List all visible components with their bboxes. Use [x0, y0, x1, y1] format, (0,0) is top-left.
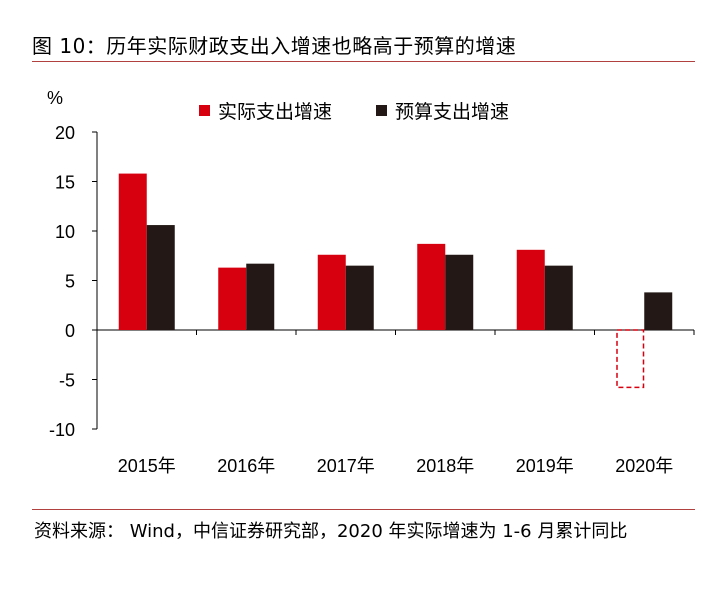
- legend-label: 预算支出增速: [395, 101, 509, 123]
- x-tick-label: 2015年: [118, 456, 176, 476]
- y-tick-label: -5: [59, 371, 75, 391]
- legend-swatch: [376, 105, 387, 116]
- budget-growth-bar: [445, 254, 474, 330]
- actual-growth-bar: [218, 267, 247, 330]
- figure-title: 图 10：历年实际财政支出入增速也略高于预算的增速: [32, 34, 517, 58]
- budget-growth-bar: [345, 265, 374, 330]
- actual-growth-bar: [516, 249, 545, 330]
- y-tick-label: 5: [65, 272, 75, 292]
- budget-growth-bar: [246, 263, 275, 330]
- y-axis-label: %: [47, 88, 63, 108]
- x-tick-label: 2017年: [317, 456, 375, 476]
- y-tick-label: 0: [65, 321, 75, 341]
- actual-growth-bar: [317, 254, 346, 330]
- legend-swatch: [199, 105, 210, 116]
- legend-label: 实际支出增速: [218, 101, 332, 123]
- source-divider: [32, 509, 695, 510]
- actual-growth-bar: [417, 243, 446, 330]
- y-tick-label: 20: [55, 123, 75, 143]
- x-tick-label: 2018年: [416, 456, 474, 476]
- bars: [118, 173, 673, 389]
- y-tick-label: 15: [55, 173, 75, 193]
- x-tick-label: 2016年: [217, 456, 275, 476]
- budget-growth-bar: [644, 292, 673, 330]
- x-tick-label: 2020年: [615, 456, 673, 476]
- budget-growth-bar: [146, 225, 175, 330]
- actual-growth-bar: [616, 329, 645, 389]
- y-tick-label: -10: [49, 420, 75, 440]
- budget-growth-bar: [544, 265, 573, 330]
- y-tick-label: 10: [55, 222, 75, 242]
- axes: 20 15 10 5 0 -5 -10 2015年 2016年 2017年 2018年 2019年 20…: [49, 123, 695, 476]
- legend: 实际支出增速 预算支出增速: [199, 101, 509, 123]
- actual-growth-bar: [118, 173, 147, 330]
- source-note: 资料来源： Wind，中信证券研究部，2020 年实际增速为 1-6 月累计同比: [34, 521, 628, 542]
- title-divider: [32, 61, 695, 62]
- x-tick-label: 2019年: [516, 456, 574, 476]
